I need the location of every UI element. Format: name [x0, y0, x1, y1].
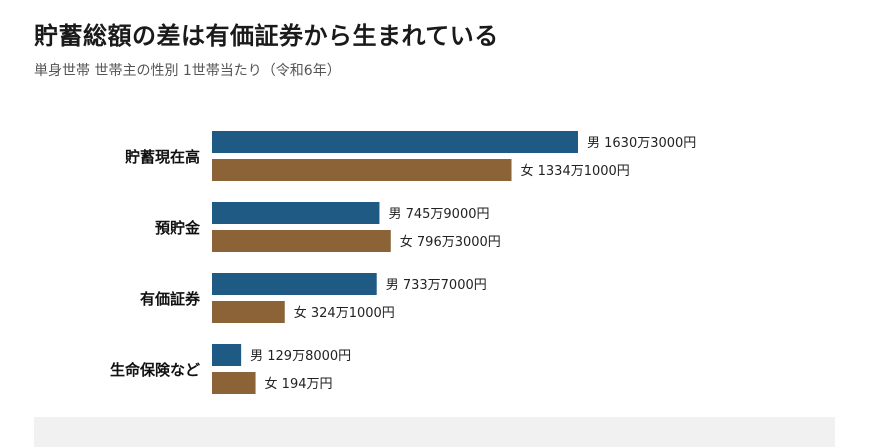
- value-label: 男 745万9000円: [388, 207, 489, 222]
- bar-male: [212, 273, 377, 295]
- category-label: 貯蓄現在高: [125, 148, 200, 166]
- bar-male: [212, 131, 578, 153]
- bar-female: [212, 301, 285, 323]
- bar-female: [212, 372, 256, 394]
- bar-male: [212, 202, 380, 224]
- value-label: 男 733万7000円: [386, 278, 487, 293]
- value-label: 男 129万8000円: [250, 349, 351, 364]
- value-label: 男 1630万3000円: [587, 136, 696, 151]
- chart-subtitle: 単身世帯 世帯主の性別 1世帯当たり（令和6年）: [34, 63, 341, 79]
- bar-male: [212, 344, 242, 366]
- value-label: 女 1334万1000円: [521, 163, 630, 179]
- bar-female: [212, 159, 512, 181]
- category-label: 生命保険など: [110, 361, 200, 379]
- footer-panel: [34, 417, 835, 447]
- value-label: 女 324万1000円: [294, 305, 395, 321]
- value-label: 女 194万円: [265, 376, 333, 392]
- value-label: 女 796万3000円: [400, 234, 501, 250]
- bar-female: [212, 230, 391, 252]
- category-label: 有価証券: [140, 290, 201, 308]
- category-label: 預貯金: [155, 219, 201, 237]
- chart-title: 貯蓄総額の差は有価証券から生まれている: [34, 22, 499, 50]
